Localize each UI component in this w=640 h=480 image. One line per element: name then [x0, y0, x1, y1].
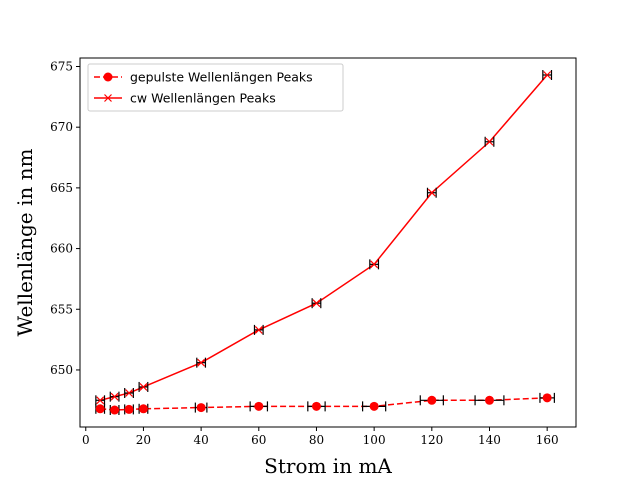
y-tick-label: 655 [50, 302, 73, 316]
data-point [194, 402, 208, 413]
data-point [539, 392, 555, 403]
data-point [109, 405, 120, 416]
marker-x [312, 299, 321, 308]
x-tick-label: 120 [420, 433, 443, 447]
legend-marker-cw [104, 94, 112, 102]
x-tick-label: 20 [136, 433, 151, 447]
legend-box [87, 63, 344, 112]
marker-x [110, 392, 119, 401]
series-cw [95, 69, 553, 406]
y-tick-label: 675 [50, 59, 73, 73]
data-point [369, 259, 380, 270]
data-point [253, 324, 264, 335]
x-tick-label: 160 [536, 433, 559, 447]
data-point [138, 403, 149, 414]
marker-x [370, 260, 379, 269]
marker-circle [542, 393, 552, 403]
y-tick-label: 660 [50, 242, 73, 256]
marker-circle [484, 395, 494, 405]
data-point [249, 401, 269, 412]
x-tick-label: 100 [363, 433, 386, 447]
marker-circle [138, 404, 148, 414]
data-point [95, 403, 106, 414]
data-point [196, 357, 207, 368]
x-tick-label: 80 [309, 433, 324, 447]
marker-x [96, 396, 105, 405]
y-axis-label: Wellenlänge in nm [13, 148, 37, 336]
data-point [419, 395, 444, 406]
data-point [474, 395, 505, 406]
legend-entry-pulsed: gepulste Wellenlängen Peaks [130, 70, 313, 85]
marker-x [197, 358, 206, 367]
data-point [124, 388, 134, 399]
y-tick-label: 650 [50, 363, 73, 377]
legend-entry-cw: cw Wellenlängen Peaks [130, 91, 276, 106]
marker-x [543, 71, 552, 79]
marker-circle [95, 404, 105, 414]
x-tick-label: 40 [193, 433, 208, 447]
axes-frame [79, 57, 577, 428]
marker-circle [369, 401, 379, 411]
marker-x [427, 188, 436, 197]
x-tick-label: 0 [82, 433, 90, 447]
data-point [542, 69, 553, 80]
y-tick-label: 670 [50, 120, 73, 134]
data-point [307, 401, 326, 412]
marker-circle [110, 405, 120, 415]
data-point [311, 298, 322, 309]
series-line [100, 74, 548, 402]
plot-area [95, 69, 555, 416]
marker-x [139, 383, 148, 391]
x-tick-label: 60 [251, 433, 266, 447]
legend: gepulste Wellenlängen Peaks cw Wellenlän… [87, 63, 344, 112]
marker-circle [311, 401, 321, 411]
marker-x [485, 137, 494, 146]
marker-circle [196, 403, 206, 413]
marker-circle [124, 404, 134, 414]
x-tick-label: 140 [478, 433, 501, 447]
marker-x [125, 389, 133, 397]
data-point [484, 136, 495, 147]
y-tick-label: 665 [50, 181, 73, 195]
series-pulsed [95, 392, 555, 416]
y-axis: 650 655 660 665 670 675 [50, 59, 80, 377]
marker-x [254, 325, 263, 334]
legend-marker-pulsed [103, 72, 113, 82]
data-point [426, 187, 437, 198]
data-point [362, 401, 387, 412]
x-axis: 0 20 40 60 80 100 120 140 160 [82, 427, 559, 447]
x-axis-label: Strom in mA [264, 454, 392, 478]
data-point [95, 395, 106, 406]
marker-circle [254, 401, 264, 411]
data-point [124, 404, 134, 415]
series-line [100, 397, 548, 411]
data-point [138, 381, 149, 392]
data-point [109, 391, 120, 402]
marker-circle [427, 395, 437, 405]
